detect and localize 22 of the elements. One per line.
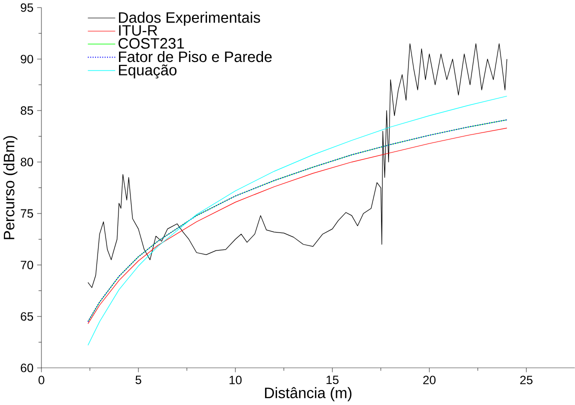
y-tick-label: 95 [20,4,34,12]
line-series [88,96,508,346]
legend-label: Dados Experimentais [119,12,260,26]
x-tick-label: 20 [423,376,436,384]
y-tick-label: 65 [20,312,34,321]
x-tick-label: 5 [136,376,142,384]
y-tick-label: 70 [20,260,34,270]
legend-label: COST231 [118,38,184,49]
x-axis-title: Distância (m) [265,387,352,402]
x-tick-label: 15 [326,376,339,384]
legend-label: Fator de Piso e Parede [119,51,272,62]
x-tick-label: 25 [520,376,532,384]
legend-label: Equação [119,64,176,79]
y-tick-label: 80 [20,158,34,167]
y-tick-label: 90 [20,55,34,64]
y-axis-title: Percurso (dBm) [3,136,18,240]
legend-label: ITU-R [119,25,158,36]
x-tick-label: 0 [38,376,44,384]
x-tick-label: 10 [230,376,242,384]
y-tick-label: 75 [20,210,34,218]
y-tick-label: 85 [20,106,34,116]
y-tick-label: 60 [20,364,34,372]
